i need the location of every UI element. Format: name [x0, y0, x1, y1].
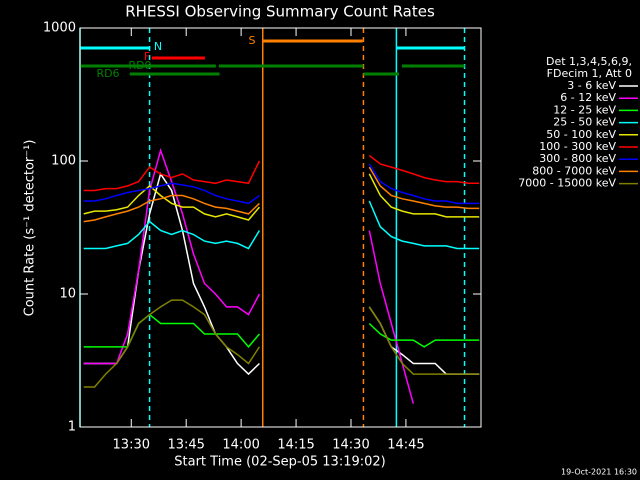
y-tick-label: 100 — [51, 154, 76, 169]
series-line — [83, 166, 480, 223]
y-tick-label: 10 — [59, 287, 76, 302]
series-line — [83, 154, 480, 192]
flag-label: F — [144, 50, 150, 63]
legend-label: 50 - 100 keV — [546, 128, 616, 141]
legend-label: 6 - 12 keV — [560, 91, 616, 104]
legend-label: 25 - 50 keV — [553, 116, 616, 129]
flag-label: N — [154, 40, 162, 53]
y-tick-label: 1000 — [43, 21, 76, 36]
series-line — [83, 200, 480, 250]
plot-frame — [79, 27, 482, 428]
series-line — [83, 173, 480, 221]
series-line — [83, 299, 480, 388]
legend-label: 12 - 25 keV — [553, 103, 616, 116]
legend-label: 100 - 300 keV — [539, 140, 616, 153]
legend-header: FDecim 1, Att 0 — [547, 67, 632, 80]
series-line — [83, 147, 415, 404]
legend-label: 7000 - 15000 keV — [518, 177, 616, 190]
x-tick-label: 13:30 — [113, 438, 150, 453]
legend-label: 300 - 800 keV — [539, 152, 616, 165]
x-tick-label: 14:30 — [332, 438, 369, 453]
y-tick-label: 1 — [68, 420, 76, 435]
x-axis-label: Start Time (02-Sep-05 13:19:02) — [174, 455, 385, 470]
x-tick-label: 14:00 — [222, 438, 259, 453]
flag-label: RD6 — [96, 67, 119, 80]
legend-label: 800 - 7000 keV — [532, 164, 616, 177]
x-tick-label: 13:45 — [167, 438, 204, 453]
series-line — [83, 163, 480, 205]
y-axis-label: Count Rate (s⁻¹ detector⁻¹) — [23, 140, 38, 317]
chart-title: RHESSI Observing Summary Count Rates — [125, 3, 435, 21]
x-tick-label: 14:45 — [387, 438, 424, 453]
x-tick-label: 14:15 — [277, 438, 314, 453]
legend-label: 3 - 6 keV — [567, 79, 616, 92]
legend-header: Det 1,3,4,5,6,9, — [546, 55, 632, 68]
flag-label: RD0 — [128, 59, 151, 72]
footer: 19-Oct-2021 16:30 — [561, 468, 637, 477]
flag-label: S — [249, 34, 256, 47]
